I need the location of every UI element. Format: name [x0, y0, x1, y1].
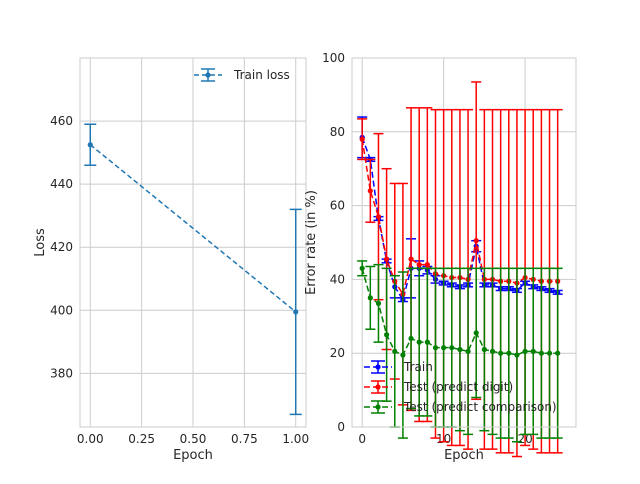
data-point [375, 214, 382, 220]
loss-y-axis-label: Loss [33, 228, 48, 257]
x-tick-label: 0.25 [128, 432, 155, 446]
data-point [530, 348, 536, 354]
y-tick-label: 40 [330, 272, 345, 286]
data-point [375, 300, 382, 306]
data-point [489, 348, 496, 354]
y-tick-label: 460 [50, 114, 73, 128]
error-plot-area [352, 58, 576, 427]
x-tick-label: 0 [358, 432, 366, 446]
legend-label: Test (predict digit) [403, 380, 513, 394]
data-point [367, 188, 373, 194]
y-tick-label: 100 [322, 51, 345, 65]
data-point [416, 339, 422, 345]
legend-marker [375, 364, 381, 370]
error-x-axis-label: Epoch [444, 448, 484, 463]
x-tick-label: 0.50 [180, 432, 207, 446]
data-point [481, 346, 487, 353]
legend-label-train-loss: Train loss [233, 68, 290, 82]
error-y-axis-label: Error rate (in %) [304, 190, 319, 295]
loss-chart: 0.00 0.25 0.50 0.75 1.00 380 400 420 440 460 Epoc… [33, 57, 309, 463]
data-point [416, 262, 422, 268]
data-point [465, 348, 471, 354]
data-point [392, 348, 398, 354]
data-point [424, 339, 430, 345]
error-plot-frame [351, 57, 577, 428]
data-point [473, 238, 479, 244]
data-point [514, 352, 520, 358]
x-tick-label: 0.75 [231, 432, 258, 446]
legend-marker [375, 384, 381, 390]
data-point [384, 332, 390, 338]
error-legend: Train Test (predict digit) Test (predict c… [364, 360, 557, 414]
series-2 [357, 260, 563, 443]
loss-legend: Train loss [194, 68, 290, 82]
data-point [473, 330, 479, 336]
loss-plot-frame [79, 57, 307, 428]
legend-marker [375, 404, 381, 410]
data-point [432, 345, 439, 351]
data-point [400, 352, 406, 358]
x-tick-label: 1.00 [282, 432, 309, 446]
data-point [498, 350, 504, 356]
data-point [538, 350, 544, 356]
y-tick-label: 80 [330, 125, 345, 139]
data-point [359, 265, 365, 271]
data-point [457, 346, 463, 353]
loss-series [84, 123, 302, 416]
error-series [357, 81, 563, 458]
loss-x-axis-label: Epoch [173, 448, 213, 463]
legend-label: Train [403, 360, 433, 374]
y-tick-label: 440 [50, 177, 73, 191]
y-tick-label: 380 [50, 366, 73, 380]
y-tick-label: 0 [337, 420, 345, 434]
data-point [441, 345, 447, 351]
legend-label: Test (predict comparison) [403, 400, 557, 414]
x-tick-label: 0.00 [77, 432, 104, 446]
legend-marker [205, 72, 211, 78]
loss-grid [80, 58, 306, 427]
series-line [89, 144, 297, 313]
series-0 [84, 123, 302, 416]
y-tick-label: 20 [330, 346, 345, 360]
data-point [449, 345, 455, 351]
data-point [546, 350, 553, 356]
loss-tick-labels: 0.00 0.25 0.50 0.75 1.00 380 400 420 440 460 [50, 114, 309, 446]
data-point [408, 256, 414, 262]
data-point [359, 136, 365, 142]
data-point [384, 256, 390, 262]
data-point [506, 350, 512, 356]
y-tick-label: 60 [330, 199, 345, 213]
y-tick-label: 420 [50, 240, 73, 254]
data-point [424, 262, 430, 268]
data-point [87, 142, 93, 148]
data-point [522, 348, 528, 354]
y-tick-label: 400 [50, 303, 73, 317]
data-point [367, 295, 373, 301]
data-point [293, 309, 299, 315]
data-point [555, 350, 561, 356]
data-point [408, 335, 414, 342]
